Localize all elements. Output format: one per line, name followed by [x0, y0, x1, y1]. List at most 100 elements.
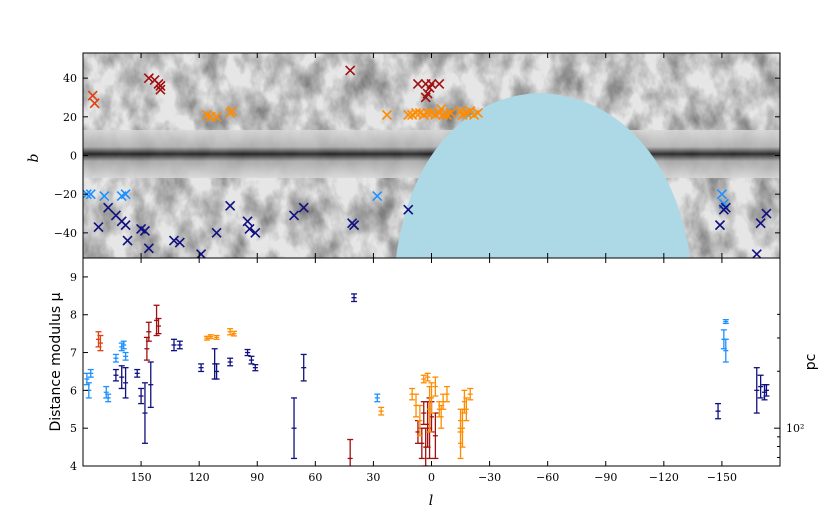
top-marker [410, 107, 422, 119]
top-marker [143, 73, 154, 84]
top-marker [93, 221, 104, 233]
bottom-errorbar [424, 372, 431, 382]
bottom-ytick-label: 9 [70, 271, 77, 284]
bottom-errorbar [374, 393, 381, 403]
top-marker [242, 216, 253, 227]
bottom-xtick-label: −30 [478, 471, 501, 484]
bottom-xtick-label: −120 [649, 471, 679, 484]
top-marker [211, 111, 222, 122]
top-marker [120, 189, 131, 200]
bottom-errorbar [227, 357, 234, 367]
top-marker [403, 109, 414, 120]
top-marker [155, 84, 166, 95]
top-marker [103, 202, 114, 213]
top-marker [225, 200, 236, 211]
top-marker [99, 191, 110, 202]
top-marker [227, 105, 238, 117]
bottom-errorbar [112, 368, 119, 382]
top-ytick-label: 40 [63, 72, 77, 85]
bottom-errorbar [198, 363, 205, 373]
top-marker [436, 104, 447, 115]
top-marker [174, 237, 185, 248]
bottom-errorbar [420, 374, 427, 384]
bottom-errorbar [757, 374, 764, 399]
top-marker [87, 90, 98, 101]
bottom-panel [83, 258, 780, 466]
bottom-errorbar [416, 404, 423, 437]
top-marker [751, 249, 762, 258]
top-marker [434, 78, 445, 90]
bottom-errorbar [715, 402, 722, 420]
top-marker [196, 249, 207, 258]
top-ytick-label: 20 [63, 111, 77, 124]
bottom-errorbar [413, 393, 420, 418]
top-marker [89, 98, 100, 109]
bottom-errorbar [122, 367, 129, 399]
bottom-errorbar [112, 353, 119, 363]
top-marker [120, 220, 131, 231]
bottom-errorbar [97, 334, 104, 352]
bottom-errorbar [422, 427, 429, 466]
top-marker [714, 220, 726, 231]
top-marker [472, 107, 484, 119]
excluded-region [396, 93, 690, 258]
top-marker [403, 204, 414, 215]
bottom-errorbar [378, 406, 385, 416]
bottom-errorbar [300, 353, 307, 382]
bottom-errorbar [248, 355, 255, 365]
bottom-xtick-label: −60 [536, 471, 559, 484]
top-marker [348, 220, 360, 231]
top-marker [168, 235, 180, 246]
bottom-errorbar [467, 387, 474, 401]
top-marker [139, 225, 151, 236]
bottom-errorbar [105, 393, 112, 403]
bottom-errorbar [443, 385, 450, 403]
bottom-background [83, 258, 780, 466]
bottom-ytick-label: 6 [70, 384, 77, 397]
bottom-errorbar [170, 338, 177, 352]
bottom-errorbar [763, 384, 770, 397]
bottom-errorbar [118, 365, 125, 390]
bottom-xtick-label: 120 [189, 471, 210, 484]
bottom-errorbar [347, 438, 354, 466]
top-marker [720, 202, 731, 213]
bottom-errorbar [351, 293, 358, 303]
top-ylabel: b [26, 153, 42, 162]
top-marker [250, 227, 261, 238]
top-marker [211, 227, 222, 238]
bottom-errorbar [231, 330, 238, 337]
bottom-xtick-label: 0 [428, 471, 435, 484]
bottom-errorbar [213, 363, 220, 380]
top-marker [372, 191, 383, 202]
bottom-xtick-label: 30 [366, 471, 380, 484]
bottom-ytick-label: 5 [70, 422, 77, 435]
top-marker [155, 80, 166, 91]
top-ytick-label: −20 [54, 188, 77, 201]
bottom-xtick-label: −90 [594, 471, 617, 484]
bottom-errorbar [120, 340, 127, 350]
top-ytick-label: −40 [54, 227, 77, 240]
top-marker [85, 189, 96, 200]
top-marker [122, 235, 133, 246]
top-marker [420, 92, 431, 103]
top-marker [716, 189, 727, 200]
top-marker [143, 243, 154, 254]
bottom-errorbar [138, 387, 145, 405]
right-ylabel: pc [803, 354, 819, 371]
top-marker [761, 208, 772, 219]
bottom-errorbar [143, 336, 150, 361]
top-marker [412, 78, 424, 90]
bottom-errorbar [420, 401, 427, 426]
bottom-ytick-label: 8 [70, 309, 77, 322]
top-marker [381, 109, 393, 120]
bottom-errorbar [122, 351, 129, 361]
top-panel [83, 53, 780, 258]
top-marker [438, 109, 449, 120]
bottom-xtick-label: 60 [308, 471, 322, 484]
bottom-ytick-label: 7 [70, 347, 77, 360]
bottom-errorbar [147, 361, 154, 409]
bottom-xtick-label: 90 [250, 471, 264, 484]
bottom-errorbar [722, 338, 729, 363]
top-marker [445, 107, 456, 119]
